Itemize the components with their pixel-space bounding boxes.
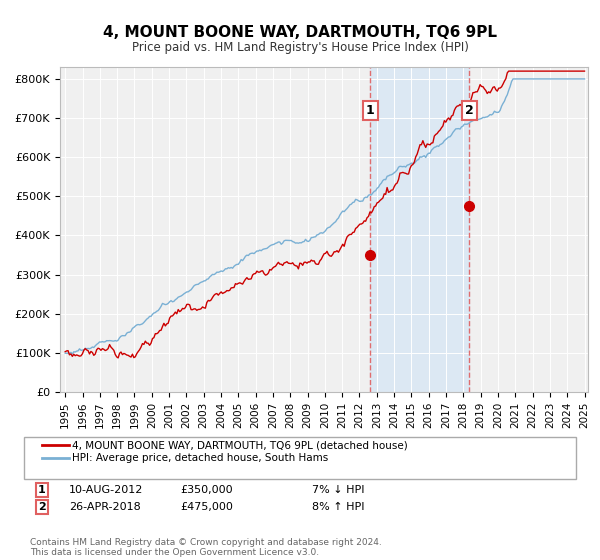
- Text: 1: 1: [365, 104, 374, 116]
- Text: 7% ↓ HPI: 7% ↓ HPI: [312, 485, 365, 495]
- Text: £475,000: £475,000: [180, 502, 233, 512]
- Text: Contains HM Land Registry data © Crown copyright and database right 2024.
This d: Contains HM Land Registry data © Crown c…: [30, 538, 382, 557]
- Text: 26-APR-2018: 26-APR-2018: [69, 502, 141, 512]
- Text: 4, MOUNT BOONE WAY, DARTMOUTH, TQ6 9PL (detached house): 4, MOUNT BOONE WAY, DARTMOUTH, TQ6 9PL (…: [72, 440, 408, 450]
- Text: 2: 2: [38, 502, 46, 512]
- Text: 4, MOUNT BOONE WAY, DARTMOUTH, TQ6 9PL: 4, MOUNT BOONE WAY, DARTMOUTH, TQ6 9PL: [103, 25, 497, 40]
- Bar: [370, 67, 469, 392]
- Text: 1: 1: [38, 485, 46, 495]
- Text: 8% ↑ HPI: 8% ↑ HPI: [312, 502, 365, 512]
- Text: 10-AUG-2012: 10-AUG-2012: [69, 485, 143, 495]
- Text: Price paid vs. HM Land Registry's House Price Index (HPI): Price paid vs. HM Land Registry's House …: [131, 41, 469, 54]
- Text: HPI: Average price, detached house, South Hams: HPI: Average price, detached house, Sout…: [72, 452, 328, 463]
- Text: 2: 2: [464, 104, 473, 116]
- Text: £350,000: £350,000: [180, 485, 233, 495]
